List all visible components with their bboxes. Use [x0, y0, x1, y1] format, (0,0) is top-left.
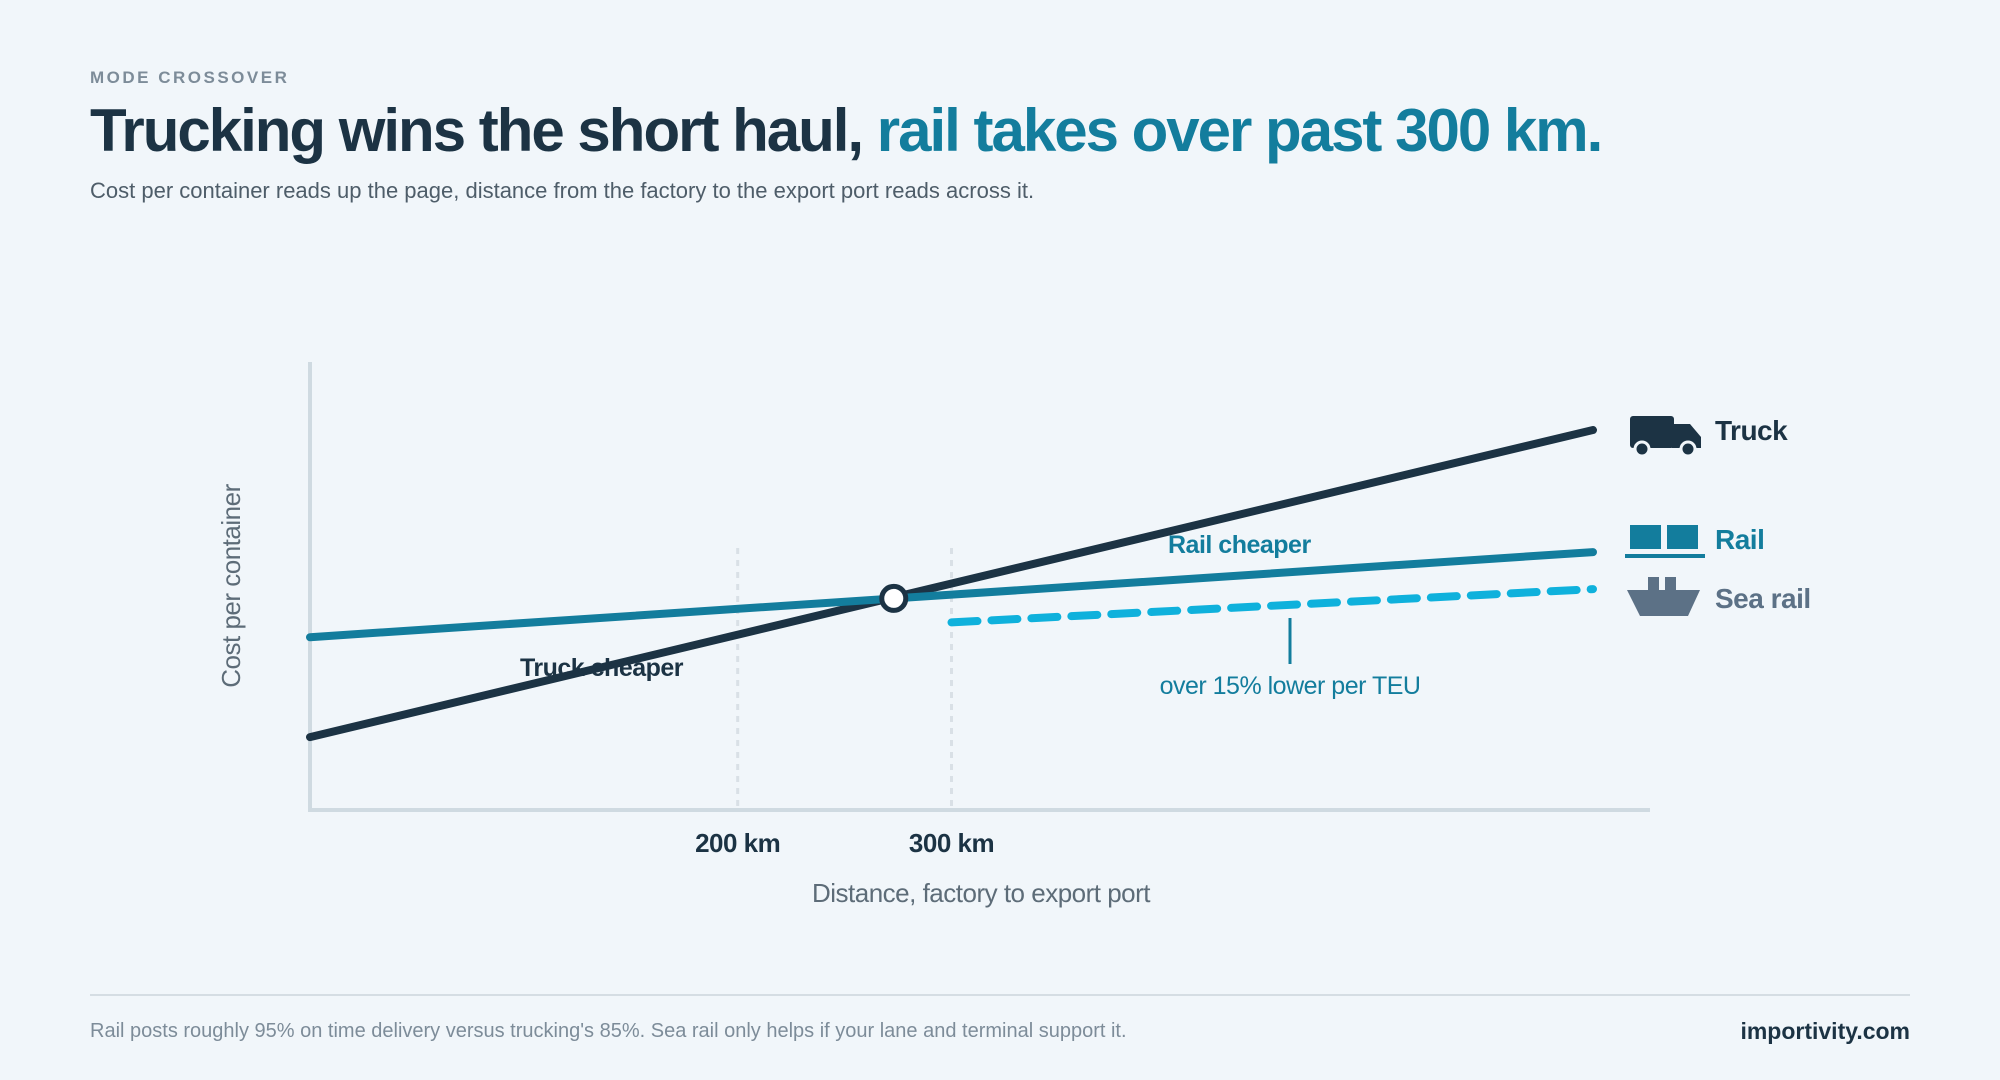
truck-icon	[1630, 416, 1701, 458]
series-sea-rail-line	[947, 585, 1597, 627]
legend-truck-label: Truck	[1715, 415, 1788, 446]
crossover-marker	[879, 583, 909, 613]
ship-icon	[1627, 577, 1700, 616]
headline: Trucking wins the short haul, rail takes…	[90, 94, 1603, 168]
x-axis-label: Distance, factory to export port	[812, 878, 1151, 908]
x-tick-label-200: 200 km	[695, 828, 780, 858]
y-axis-label: Cost per container	[216, 483, 246, 687]
series-truck-line	[306, 426, 1597, 742]
series-rail-line	[306, 548, 1597, 642]
headline-accent: rail takes over past 300 km.	[876, 97, 1603, 164]
legend-rail-label: Rail	[1715, 524, 1764, 555]
footnote: Rail posts roughly 95% on time delivery …	[90, 1020, 1127, 1042]
rail-cheaper-label: Rail cheaper	[1168, 531, 1311, 559]
annotation-label: over 15% lower per TEU	[1160, 672, 1421, 700]
eyebrow-label: MODE CROSSOVER	[90, 68, 290, 87]
x-tick-label-300: 300 km	[909, 828, 994, 858]
footer-divider	[90, 994, 1910, 996]
truck-cheaper-label: Truck cheaper	[520, 654, 684, 682]
subtitle: Cost per container reads up the page, di…	[90, 178, 1035, 203]
headline-main: Trucking wins the short haul,	[90, 97, 877, 164]
brand-link[interactable]: importivity.com	[1740, 1018, 1910, 1044]
rail-containers-icon	[1625, 525, 1705, 558]
legend-sea-rail-label: Sea rail	[1715, 583, 1811, 614]
